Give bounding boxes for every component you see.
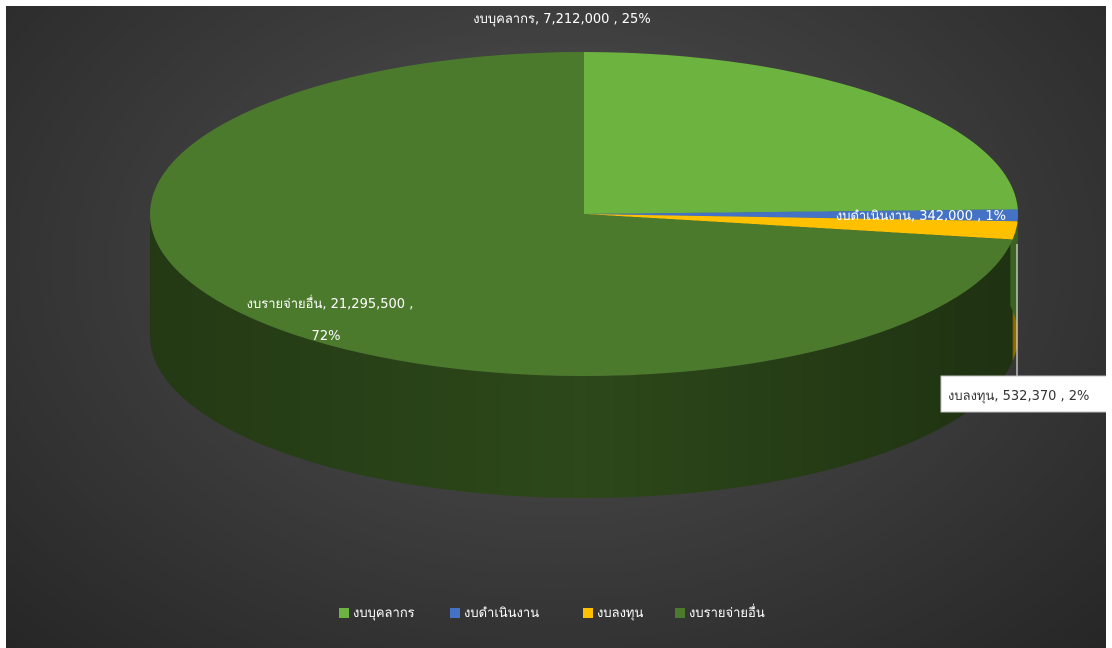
data-label-1: งบบุคลากร, 7,212,000 , 25%: [473, 12, 650, 27]
data-label-3: งบลงทุน, 532,370 , 2%: [948, 389, 1089, 404]
legend-swatch-1: [339, 608, 349, 618]
chart-area: งบบุคลากร, 7,212,000 , 25% งบดำเนินงาน, 3…: [6, 6, 1106, 648]
legend-label-1: งบบุคลากร: [353, 606, 415, 621]
legend-swatch-4: [675, 608, 685, 618]
slice-2: [584, 209, 1018, 222]
data-label-3-box: [940, 375, 1106, 413]
legend-label-2: งบดำเนินงาน: [464, 606, 539, 621]
pie-chart: งบบุคลากร, 7,212,000 , 25% งบดำเนินงาน, 3…: [149, 12, 1106, 621]
legend-label-3: งบลงทุน: [597, 606, 643, 621]
slice-1: [584, 52, 1018, 214]
legend-swatch-3: [583, 608, 593, 618]
pie-side-shade-4: [150, 214, 1013, 498]
legend-swatch-2: [450, 608, 460, 618]
data-label-4-line1: งบรายจ่ายอื่น, 21,295,500 ,: [247, 295, 414, 312]
data-label-4-line2: 72%: [312, 329, 341, 344]
slice-3: [584, 214, 1018, 240]
legend: งบบุคลากร งบดำเนินงาน งบลงทุน งบรายจ่ายอื่น: [339, 604, 765, 621]
data-label-2: งบดำเนินงาน, 342,000 , 1%: [836, 209, 1006, 224]
legend-label-4: งบรายจ่ายอื่น: [689, 604, 765, 621]
slice-4: [149, 52, 1013, 376]
